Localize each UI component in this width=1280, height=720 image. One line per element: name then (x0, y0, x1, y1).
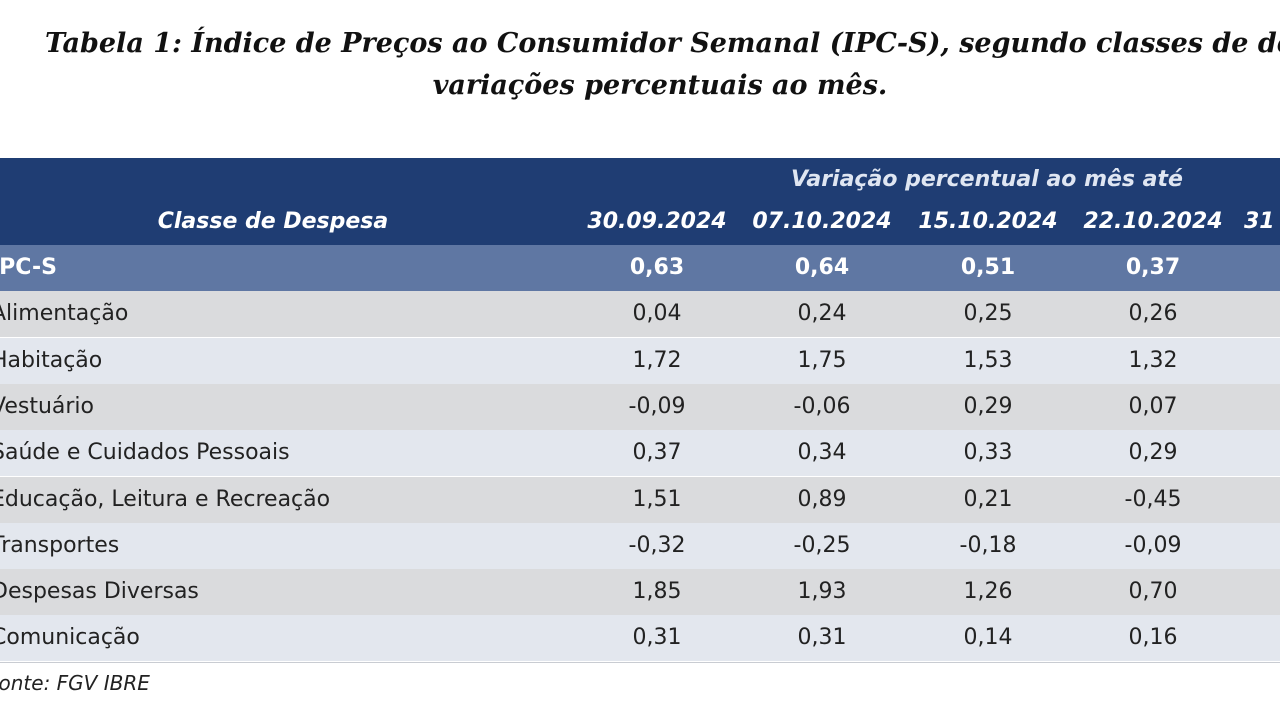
cell-value: 0,29 (1128, 440, 1178, 466)
cell-value: 1,93 (797, 579, 847, 605)
table-bottom-rule (0, 661, 1280, 663)
row-label: Saúde e Cuidados Pessoais (0, 440, 290, 466)
table-header (0, 158, 1280, 245)
row-label: Vestuário (0, 393, 95, 419)
title: variações percentuais ao mês. (432, 70, 888, 101)
row-label: Comunicação (0, 625, 140, 651)
table-row (0, 522, 1280, 569)
cell-value: 0,16 (1128, 625, 1178, 651)
cell-value: 0,89 (797, 486, 847, 512)
title: Tabela 1: Índice de Preços ao Consumidor… (45, 28, 1280, 59)
cell-value: 0,04 (632, 301, 682, 327)
cell-value: -0,45 (1124, 486, 1182, 512)
row-label: Alimentação (0, 301, 129, 327)
table-row (0, 383, 1280, 430)
cell-value: 0,24 (797, 301, 847, 327)
cell-value: 1,32 (1128, 347, 1178, 373)
cell-value: 1,85 (632, 579, 682, 605)
column-header: Classe de Despesa (157, 209, 389, 234)
table-row (0, 245, 1280, 291)
table-row (0, 569, 1280, 616)
column-header: 30.09.2024 (587, 209, 727, 234)
table-row (0, 430, 1280, 477)
row-label: Transportes (0, 532, 120, 558)
row-label: Habitação (0, 347, 103, 373)
table-row (0, 615, 1280, 662)
column-header: 22.10.2024 (1083, 209, 1223, 234)
cell-value: 0,63 (629, 255, 685, 280)
column-header: 07.10.2024 (752, 209, 892, 234)
column-header: 31 (1244, 209, 1275, 234)
cell-value: -0,09 (628, 393, 686, 419)
cell-value: 1,26 (963, 579, 1013, 605)
cell-value: 0,29 (963, 393, 1013, 419)
cell-value: 0,14 (963, 625, 1013, 651)
column-header: 15.10.2024 (918, 209, 1058, 234)
cell-value: 0,70 (1128, 579, 1178, 605)
table-row (0, 337, 1280, 384)
cell-value: 0,07 (1128, 393, 1178, 419)
cell-value: 0,31 (632, 625, 682, 651)
cell-value: -0,06 (793, 393, 851, 419)
cell-value: 0,64 (794, 255, 850, 280)
row-label: Despesas Diversas (0, 579, 199, 605)
cell-value: 0,34 (797, 440, 847, 466)
cell-value: -0,09 (1124, 532, 1182, 558)
cell-value: 1,51 (632, 486, 682, 512)
cell-value: 1,72 (632, 347, 682, 373)
cell-value: 0,33 (963, 440, 1013, 466)
cell-value: -0,18 (959, 532, 1017, 558)
cell-value: 1,53 (963, 347, 1013, 373)
cell-value: 0,31 (797, 625, 847, 651)
cell-value: 0,37 (1125, 255, 1181, 280)
source: Fonte: FGV IBRE (0, 671, 150, 695)
row-label: IPC-S (0, 255, 57, 280)
row-label: Educação, Leitura e Recreação (0, 486, 331, 512)
cell-value: 0,37 (632, 440, 682, 466)
cell-value: 0,25 (963, 301, 1013, 327)
cell-value: -0,25 (793, 532, 851, 558)
table-row (0, 291, 1280, 338)
cell-value: -0,32 (628, 532, 686, 558)
cell-value: 1,75 (797, 347, 847, 373)
cell-value: 0,51 (960, 255, 1016, 280)
cell-value: 0,21 (963, 486, 1013, 512)
table-row (0, 476, 1280, 523)
cell-value: 0,26 (1128, 301, 1178, 327)
group-header: Variação percentual ao mês até (791, 167, 1183, 192)
